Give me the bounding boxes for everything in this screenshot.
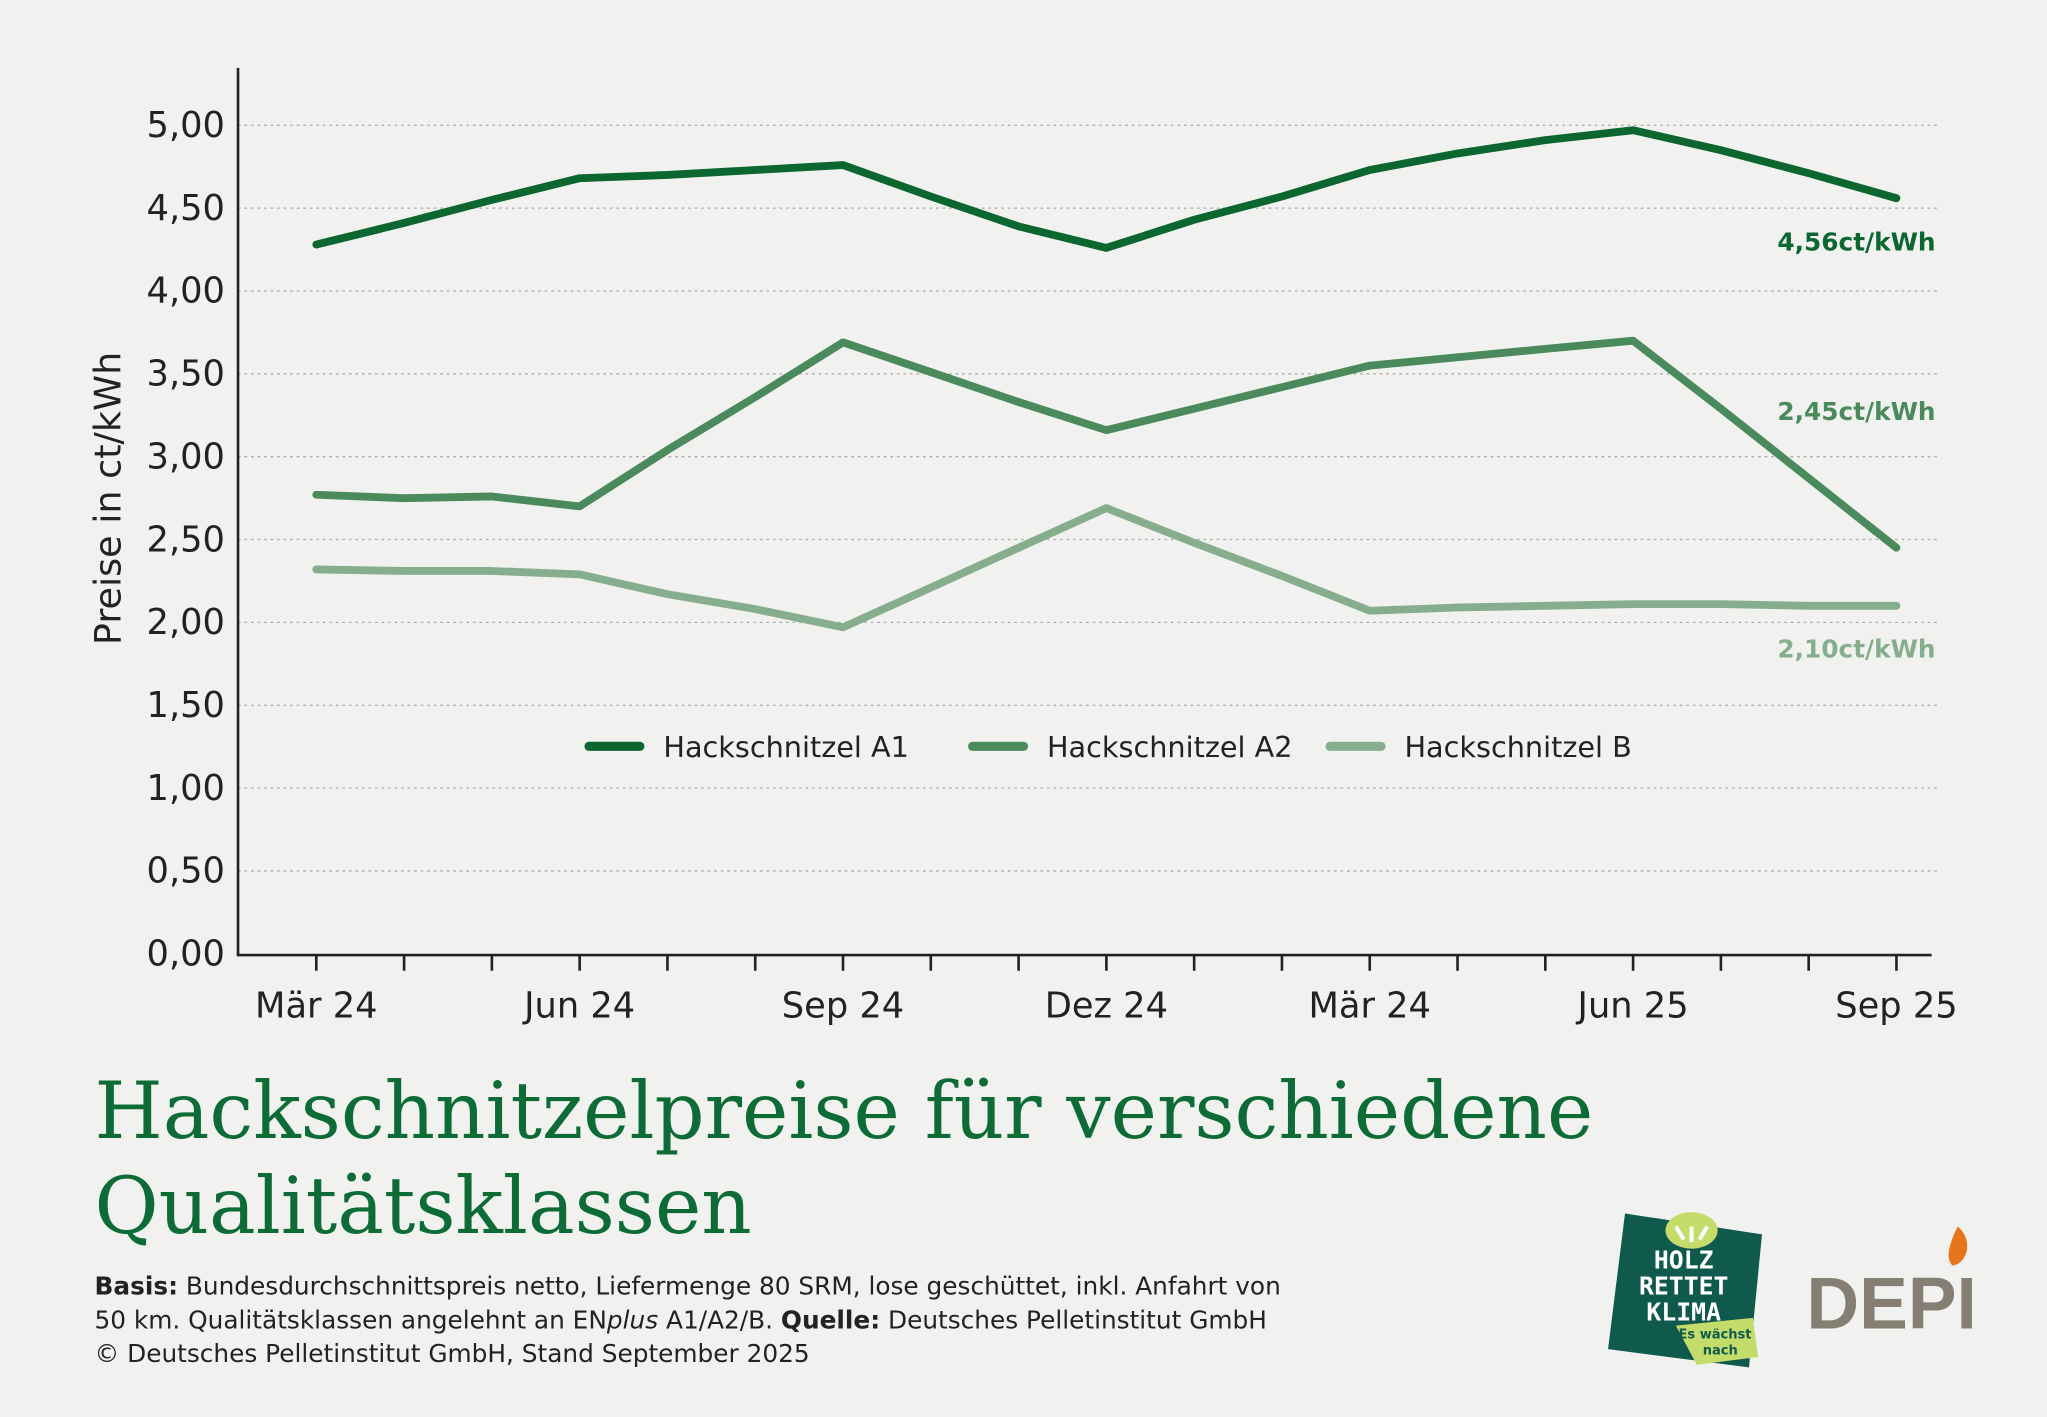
y-tick-label: 0,50 — [147, 851, 225, 892]
source-text: Deutsches Pelletinstitut GmbH — [880, 1305, 1267, 1334]
y-tick-label: 4,50 — [147, 188, 225, 229]
holz-rettet-klima-logo: HOLZ RETTET KLIMA Es wächst nach — [1608, 1212, 1763, 1368]
footer-text: 50 km. Qualitätsklassen angelehnt an EN — [94, 1305, 606, 1334]
x-tick-label: Jun 25 — [1576, 986, 1689, 1027]
y-tick-label: 5,00 — [147, 105, 225, 146]
y-tick-label: 4,00 — [147, 271, 225, 312]
svg-text:HOLZ: HOLZ — [1654, 1245, 1714, 1274]
source-label: Quelle: — [781, 1305, 880, 1334]
y-tick-label: 0,00 — [147, 934, 225, 975]
depi-logo: DEPI — [1806, 1226, 1977, 1344]
x-tick-label: Mär 24 — [255, 986, 377, 1027]
basis-label: Basis: — [94, 1271, 178, 1300]
end-value-label: 2,45ct/kWh — [1777, 397, 1935, 426]
basis-text: Bundesdurchschnittspreis netto, Lieferme… — [178, 1271, 1281, 1300]
y-tick-label: 1,50 — [147, 685, 225, 726]
legend-label: Hackschnitzel A2 — [1047, 730, 1293, 764]
footer-italic: plus — [606, 1305, 658, 1334]
x-tick-label: Mär 24 — [1309, 986, 1431, 1027]
svg-text:nach: nach — [1703, 1343, 1738, 1358]
footer-line-2: 50 km. Qualitätsklassen angelehnt an ENp… — [94, 1305, 1266, 1334]
flame-icon — [1948, 1226, 1968, 1266]
svg-text:Es wächst: Es wächst — [1679, 1328, 1752, 1343]
end-value-label: 2,10ct/kWh — [1777, 635, 1935, 664]
x-tick-label: Sep 24 — [782, 986, 904, 1027]
y-tick-label: 2,50 — [147, 519, 225, 560]
svg-text:DEPI: DEPI — [1806, 1263, 1977, 1344]
footer-text: A1/A2/B. — [658, 1305, 781, 1334]
legend-label: Hackschnitzel A1 — [663, 730, 909, 764]
x-tick-label: Jun 24 — [522, 986, 635, 1027]
y-tick-label: 3,50 — [147, 354, 225, 395]
footer-line-1: Basis: Bundesdurchschnittspreis netto, L… — [94, 1271, 1280, 1300]
chart-title-line-2: Qualitätsklassen — [94, 1161, 751, 1252]
y-tick-label: 2,00 — [147, 602, 225, 643]
svg-text:KLIMA: KLIMA — [1646, 1297, 1721, 1326]
svg-text:RETTET: RETTET — [1639, 1271, 1729, 1300]
x-tick-label: Sep 25 — [1835, 986, 1957, 1027]
y-tick-label: 1,00 — [147, 768, 225, 809]
legend-label: Hackschnitzel B — [1404, 730, 1631, 764]
chart-title-line-1: Hackschnitzelpreise für verschiedene — [94, 1066, 1593, 1157]
y-axis-label: Preise in ct/kWh — [87, 352, 130, 645]
end-value-label: 4,56ct/kWh — [1777, 228, 1935, 257]
x-tick-label: Dez 24 — [1045, 986, 1168, 1027]
copyright: © Deutsches Pelletinstitut GmbH, Stand S… — [94, 1339, 809, 1368]
y-tick-label: 3,00 — [147, 436, 225, 477]
line-chart: 0,00 0,50 1,00 1,50 2,00 2,50 3,00 3,50 4,00 4,50… — [87, 67, 1958, 1027]
